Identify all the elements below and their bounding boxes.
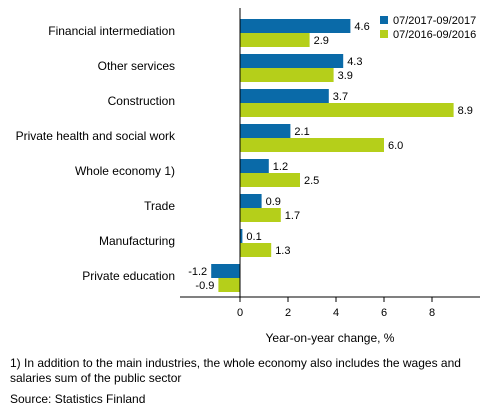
category-label: Other services (98, 59, 175, 73)
source-note: Source: Statistics Finland (10, 392, 146, 406)
data-label: 0.1 (246, 231, 261, 243)
bar (240, 208, 281, 222)
data-label: 2.5 (304, 175, 319, 187)
bar (240, 243, 272, 257)
data-label: 3.9 (338, 70, 353, 82)
category-label: Trade (144, 199, 175, 213)
x-tick-label: 2 (285, 307, 291, 319)
category-label: Private health and social work (16, 129, 176, 143)
category-label: Financial intermediation (48, 24, 175, 38)
category-label: Construction (108, 94, 175, 108)
category-label: Private education (82, 269, 175, 283)
x-axis-title: Year-on-year change, % (266, 331, 395, 345)
data-label: 4.3 (347, 56, 362, 68)
bar (240, 194, 262, 208)
footnote: 1) In addition to the main industries, t… (10, 356, 461, 385)
data-label: -0.9 (195, 280, 214, 292)
bar (240, 54, 344, 68)
bar (240, 103, 454, 117)
x-tick-label: 6 (381, 307, 387, 319)
bar-chart: Financial intermediation 4.6 2.9 Other serv… (16, 8, 480, 345)
data-label: -1.2 (188, 266, 207, 278)
data-label: 1.2 (273, 161, 288, 173)
bar (218, 278, 240, 292)
data-label: 0.9 (266, 196, 281, 208)
bar (211, 264, 240, 278)
bar (240, 159, 269, 173)
bar (240, 173, 300, 187)
legend-swatch (380, 30, 388, 38)
data-label: 2.1 (294, 126, 309, 138)
bar (240, 124, 291, 138)
x-tick-label: 4 (333, 307, 339, 319)
data-label: 1.7 (285, 210, 300, 222)
x-tick-label: 8 (429, 307, 435, 319)
bar (240, 89, 329, 103)
data-label: 1.3 (275, 245, 290, 257)
data-label: 4.6 (354, 21, 369, 33)
data-label: 3.7 (333, 91, 348, 103)
bar (240, 33, 310, 47)
bar (240, 68, 334, 82)
data-label: 2.9 (314, 35, 329, 47)
legend-label: 07/2017-09/2017 (393, 15, 476, 27)
legend-swatch (380, 16, 388, 24)
x-tick-label: 0 (237, 307, 243, 319)
data-label: 6.0 (388, 140, 403, 152)
legend-label: 07/2016-09/2016 (393, 29, 476, 41)
bar (240, 138, 384, 152)
category-label: Manufacturing (99, 234, 175, 248)
category-label: Whole economy 1) (75, 164, 175, 178)
data-label: 8.9 (458, 105, 473, 117)
bar (240, 229, 243, 243)
bar (240, 19, 351, 33)
